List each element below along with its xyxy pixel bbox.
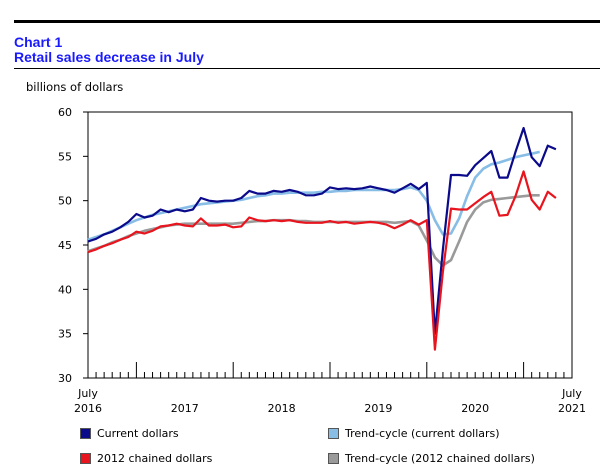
chart-number: Chart 1 xyxy=(14,34,63,50)
y-tick-label: 60 xyxy=(58,106,72,119)
y-tick-label: 30 xyxy=(58,372,72,385)
chart-title: Retail sales decrease in July xyxy=(14,49,204,65)
y-tick-label: 55 xyxy=(58,150,72,163)
legend-swatch-current-dollars xyxy=(80,428,91,439)
title-rule xyxy=(14,68,600,69)
legend-item-chained-dollars: 2012 chained dollars xyxy=(80,452,212,465)
x-tick-label-month: July xyxy=(561,387,582,400)
y-tick-label: 50 xyxy=(58,195,72,208)
plot-frame xyxy=(87,111,573,379)
legend-label-chained-dollars: 2012 chained dollars xyxy=(97,452,213,465)
x-tick-label-year: 2019 xyxy=(364,402,392,415)
series-line-trend-cycle-current-dollars xyxy=(87,150,540,241)
legend-label-trend-current: Trend-cycle (current dollars) xyxy=(345,427,500,440)
legend-swatch-chained-dollars xyxy=(80,453,91,464)
series-line-current-dollars xyxy=(87,126,557,335)
chart-heading: Chart 1 Retail sales decrease in July xyxy=(14,35,204,65)
legend-item-current-dollars: Current dollars xyxy=(80,427,179,440)
x-tick-label-year: 2018 xyxy=(268,402,296,415)
line-chart: 30 35 40 45 50 55 60 July 2016 2017 2018 2019 2020 Ju… xyxy=(58,106,586,415)
y-axis-unit-label: billions of dollars xyxy=(26,80,124,94)
y-tick-label: 45 xyxy=(58,239,72,252)
top-rule xyxy=(14,20,600,23)
legend-item-trend-current: Trend-cycle (current dollars) xyxy=(328,427,500,440)
x-tick-label-year: 2016 xyxy=(74,402,102,415)
y-tick-label: 35 xyxy=(58,328,72,341)
x-tick-label-year: 2017 xyxy=(171,402,199,415)
legend-swatch-trend-chained xyxy=(328,453,339,464)
legend-label-trend-chained: Trend-cycle (2012 chained dollars) xyxy=(345,452,535,465)
x-tick-label-month: July xyxy=(77,387,98,400)
legend-item-trend-chained: Trend-cycle (2012 chained dollars) xyxy=(328,452,535,465)
y-tick-label: 40 xyxy=(58,283,72,296)
legend-label-current-dollars: Current dollars xyxy=(97,427,179,440)
legend-swatch-trend-current xyxy=(328,428,339,439)
series-line-2012-chained-dollars xyxy=(87,170,557,351)
x-tick-label-year: 2020 xyxy=(461,402,489,415)
x-tick-label-year: 2021 xyxy=(558,402,586,415)
